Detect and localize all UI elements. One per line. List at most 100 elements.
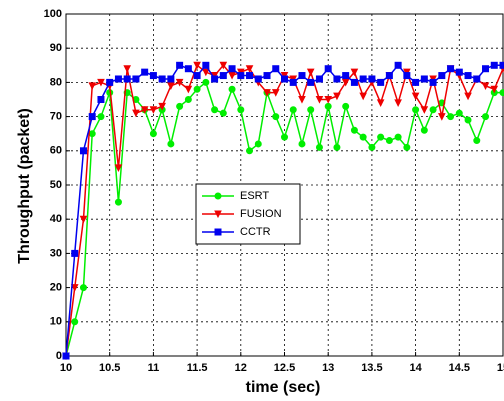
marker (420, 126, 428, 134)
marker (71, 318, 79, 326)
marker (106, 78, 114, 86)
marker (97, 113, 105, 121)
marker (167, 82, 175, 90)
marker (193, 61, 201, 70)
marker (298, 140, 306, 148)
marker (481, 82, 490, 90)
marker (438, 72, 446, 80)
marker (79, 147, 87, 155)
marker (228, 72, 236, 80)
marker (324, 102, 332, 110)
marker (149, 106, 158, 114)
marker (97, 78, 105, 87)
y-tick-label: 0 (56, 350, 62, 362)
x-tick-label: 11.5 (187, 362, 208, 374)
x-tick-label: 12.5 (274, 362, 295, 374)
marker (289, 106, 297, 114)
y-tick-label: 10 (50, 316, 62, 328)
marker (307, 78, 315, 86)
marker (88, 82, 97, 90)
marker (324, 65, 332, 73)
marker (281, 133, 288, 141)
marker (429, 78, 437, 86)
marker (315, 75, 323, 83)
marker (482, 65, 490, 73)
x-tick-label: 10 (60, 362, 72, 374)
legend-label: ESRT (240, 190, 269, 202)
marker (359, 133, 367, 141)
marker (202, 61, 210, 69)
marker (263, 89, 271, 97)
x-tick-label: 15 (497, 362, 504, 374)
marker (490, 85, 499, 94)
marker (368, 143, 376, 151)
marker (289, 78, 297, 86)
x-tick-label: 13 (322, 362, 334, 374)
x-tick-label: 11 (148, 362, 160, 374)
marker (193, 72, 201, 80)
marker (298, 72, 306, 80)
marker (298, 96, 306, 104)
y-tick-label: 30 (50, 247, 62, 259)
marker (315, 143, 323, 151)
marker (149, 72, 157, 80)
marker (184, 85, 193, 94)
marker (464, 92, 472, 101)
marker (412, 106, 420, 114)
marker (359, 92, 367, 101)
y-tick-label: 100 (44, 8, 62, 20)
marker (464, 116, 472, 124)
marker (71, 249, 79, 257)
marker (455, 109, 463, 117)
marker (341, 78, 350, 87)
x-tick-label: 14.5 (449, 362, 470, 374)
marker (350, 126, 358, 134)
marker (473, 75, 481, 83)
marker (79, 215, 88, 224)
marker (359, 75, 367, 83)
marker (333, 75, 341, 83)
marker (447, 113, 455, 121)
marker (228, 85, 236, 93)
marker (114, 164, 123, 173)
marker (447, 65, 455, 73)
legend-marker (214, 210, 222, 219)
marker (376, 99, 385, 108)
marker (377, 78, 385, 86)
marker (158, 75, 166, 83)
marker (167, 75, 175, 83)
marker (237, 72, 245, 80)
marker (211, 75, 219, 83)
marker (219, 109, 227, 117)
marker (394, 99, 402, 108)
marker (272, 113, 280, 121)
marker (263, 72, 271, 80)
marker (403, 72, 411, 80)
marker (412, 78, 420, 86)
marker (368, 75, 376, 83)
plot-frame (65, 13, 504, 357)
y-axis-label: Throughput (packet) (16, 108, 33, 264)
marker (219, 61, 228, 70)
marker (333, 143, 341, 151)
marker (158, 102, 166, 111)
marker (377, 133, 385, 141)
marker (315, 96, 324, 104)
marker (62, 352, 70, 360)
marker (88, 130, 96, 138)
marker (245, 65, 254, 73)
marker (254, 75, 262, 83)
marker (306, 68, 315, 77)
marker (193, 85, 201, 93)
marker (438, 113, 446, 121)
legend-label: FUSION (240, 208, 282, 220)
marker (228, 65, 236, 73)
marker (97, 96, 105, 103)
marker (141, 68, 149, 76)
marker (176, 102, 184, 110)
legend-label: CCTR (240, 226, 271, 238)
marker (254, 140, 262, 148)
marker (420, 75, 428, 83)
marker (202, 78, 210, 86)
marker (403, 143, 411, 151)
